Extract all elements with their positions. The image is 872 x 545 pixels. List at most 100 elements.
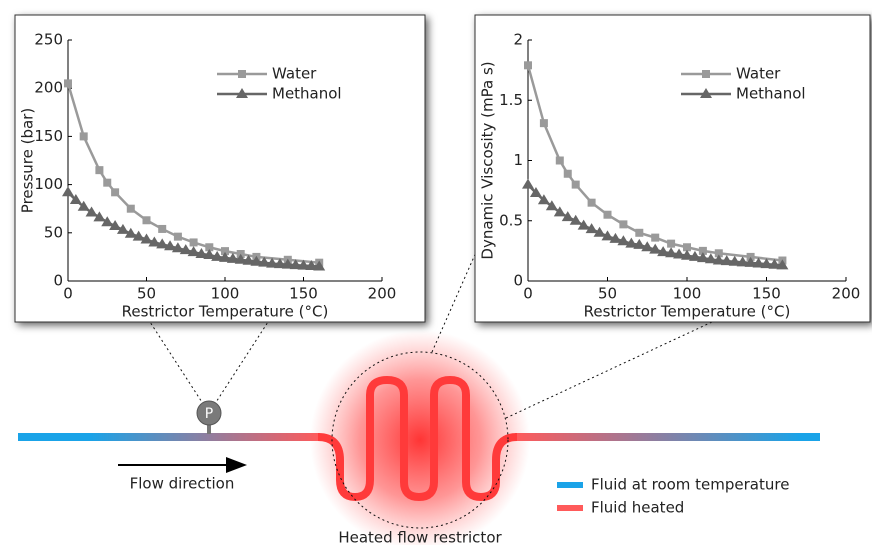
marker xyxy=(617,235,630,246)
marker xyxy=(103,178,112,187)
marker xyxy=(179,244,192,255)
marker xyxy=(688,250,701,261)
marker xyxy=(537,194,550,205)
marker xyxy=(101,216,114,227)
x-tick-label: 200 xyxy=(368,285,397,303)
marker xyxy=(289,259,302,270)
y-tick-label: 50 xyxy=(44,223,63,241)
marker xyxy=(132,230,145,241)
marker xyxy=(64,79,72,88)
marker xyxy=(203,248,216,259)
zoom-line xyxy=(431,249,478,353)
legend-marker xyxy=(236,88,248,98)
marker xyxy=(569,214,582,225)
marker xyxy=(85,206,98,217)
y-tick-label: 0.5 xyxy=(499,211,523,229)
heat-glow xyxy=(310,330,530,545)
marker xyxy=(633,238,646,249)
marker xyxy=(77,200,90,211)
marker xyxy=(712,254,725,265)
marker xyxy=(746,252,755,261)
marker xyxy=(681,249,693,260)
marker xyxy=(221,247,229,256)
flow-arrowhead xyxy=(226,457,247,473)
x-tick-label: 150 xyxy=(752,285,781,303)
x-tick-label: 200 xyxy=(832,285,861,303)
legend-label: Water xyxy=(272,65,317,83)
marker xyxy=(649,243,662,254)
marker xyxy=(657,246,670,257)
y-tick-label: 100 xyxy=(34,175,63,193)
marker xyxy=(539,119,548,128)
marker xyxy=(752,257,765,268)
y-axis-label: Dynamic Viscosity (mPa s) xyxy=(479,61,497,259)
marker xyxy=(219,251,231,262)
marker xyxy=(683,243,691,252)
legend-swatch xyxy=(557,505,583,511)
marker xyxy=(126,204,135,213)
marker xyxy=(305,260,318,271)
marker xyxy=(124,227,137,238)
marker xyxy=(587,198,596,207)
marker xyxy=(522,178,534,189)
series-line xyxy=(526,64,783,262)
x-axis-label: Restrictor Temperature (°C) xyxy=(584,303,791,321)
y-tick-label: 1.5 xyxy=(499,91,523,109)
marker xyxy=(205,243,214,252)
marker xyxy=(156,238,169,249)
marker xyxy=(651,233,660,242)
legend-marker xyxy=(702,70,710,78)
legend-label: Fluid heated xyxy=(591,499,684,517)
legend-label: Water xyxy=(736,65,781,83)
marker xyxy=(563,169,572,178)
chart: 0 50 100 150 200 0 0.5 1 1.5 2 Restrictor Temperat… xyxy=(474,14,871,323)
marker xyxy=(545,200,558,211)
marker xyxy=(641,241,654,252)
chart-panel xyxy=(474,14,871,323)
marker xyxy=(625,237,638,248)
marker xyxy=(555,156,564,165)
zoom-circle xyxy=(331,351,509,529)
pressure-gauge xyxy=(196,400,222,426)
marker xyxy=(619,220,628,229)
marker xyxy=(281,258,294,269)
marker xyxy=(189,238,198,247)
x-tick-label: 50 xyxy=(137,285,156,303)
marker xyxy=(148,236,161,247)
legend-label: Fluid at room temperature xyxy=(591,476,789,494)
marker xyxy=(95,166,104,175)
marker xyxy=(187,246,200,257)
marker xyxy=(524,61,532,70)
marker xyxy=(667,239,676,248)
zoom-line xyxy=(208,321,269,414)
x-tick-label: 50 xyxy=(598,285,617,303)
marker xyxy=(171,242,184,253)
legend-label: Methanol xyxy=(736,85,806,103)
marker xyxy=(609,232,622,243)
marker xyxy=(266,257,279,268)
marker xyxy=(768,258,781,269)
marker xyxy=(258,256,271,267)
marker xyxy=(164,240,177,251)
marker xyxy=(173,232,182,241)
marker xyxy=(234,253,247,264)
restrictor-label: Heated flow restrictor xyxy=(338,529,502,545)
x-axis-label: Restrictor Temperature (°C) xyxy=(122,303,329,321)
zoom-line xyxy=(149,321,210,414)
marker xyxy=(529,187,542,198)
legend-label: Methanol xyxy=(272,85,342,103)
chart-panel xyxy=(14,14,426,323)
marker xyxy=(109,220,122,231)
marker xyxy=(273,258,286,269)
y-axis-label: Pressure (bar) xyxy=(19,108,37,213)
marker xyxy=(696,252,709,263)
marker xyxy=(744,256,757,267)
marker xyxy=(195,248,208,259)
gauge-label: P xyxy=(205,406,213,422)
marker xyxy=(585,223,598,234)
marker xyxy=(111,188,120,197)
marker xyxy=(79,132,88,141)
y-tick-label: 0 xyxy=(53,272,63,290)
y-tick-label: 250 xyxy=(34,31,63,49)
marker xyxy=(577,219,590,230)
